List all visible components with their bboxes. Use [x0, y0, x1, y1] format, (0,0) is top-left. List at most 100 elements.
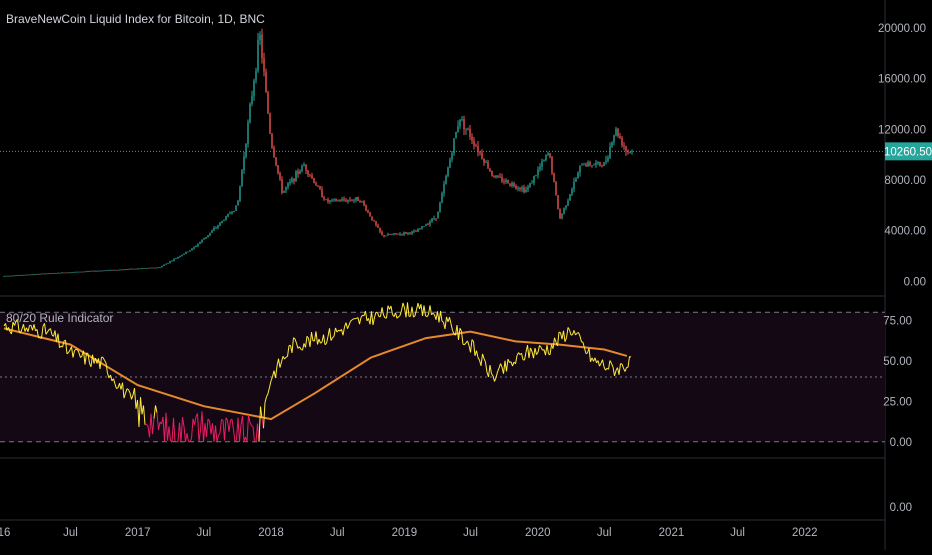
time-axis-label: 2022 [792, 527, 818, 539]
candle-body [291, 179, 292, 182]
candle-body [295, 171, 296, 181]
time-axis-label: 2018 [258, 527, 284, 539]
candle-body [317, 186, 318, 187]
price-tick-label: 20000.00 [878, 23, 926, 35]
candle-body [351, 200, 352, 201]
candle-body [353, 200, 354, 201]
candle-body [409, 232, 410, 233]
candle-body [143, 268, 144, 269]
empty-pane-scale[interactable]: 0.00 [890, 502, 912, 514]
candle-body [59, 273, 60, 274]
candle-body [461, 119, 462, 120]
candle-body [247, 122, 248, 144]
candle-body [559, 209, 560, 218]
time-axis-label: Jul [463, 527, 478, 539]
candle-body [471, 137, 472, 141]
candle-body [21, 275, 22, 276]
candle-body [509, 184, 510, 186]
candle-body [93, 271, 94, 272]
candle-body [45, 274, 46, 275]
candle-body [485, 162, 486, 163]
candle-body [27, 275, 28, 276]
candle-body [47, 273, 48, 274]
candle-body [489, 168, 490, 171]
candle-body [269, 113, 270, 133]
candle-body [165, 264, 166, 265]
candle-body [479, 152, 480, 153]
candle-body [149, 268, 150, 269]
indicator-tick-label: 50.00 [883, 356, 912, 368]
candle-body [127, 269, 128, 270]
candle-body [431, 218, 432, 221]
candle-body [5, 276, 6, 277]
time-axis-label: 16 [0, 527, 10, 539]
candle-body [217, 226, 218, 228]
candle-body [343, 199, 344, 200]
indicator-segment [559, 332, 561, 333]
candle-body [157, 267, 158, 268]
candle-body [203, 238, 204, 239]
candle-body [319, 186, 320, 189]
candle-body [7, 276, 8, 277]
candle-body [517, 188, 518, 189]
candle-body [359, 201, 360, 202]
candle-body [459, 119, 460, 126]
candle-body [419, 229, 420, 230]
candle-body [585, 165, 586, 166]
candle-body [337, 200, 338, 201]
candle-body [425, 224, 426, 226]
candle-body [391, 234, 392, 235]
candle-body [385, 236, 386, 237]
time-axis-label: Jul [330, 527, 345, 539]
candle-body [449, 159, 450, 167]
candle-body [151, 268, 152, 269]
candle-body [617, 129, 618, 136]
candle-body [579, 165, 580, 172]
price-tick-label: 4000.00 [884, 226, 926, 238]
candle-body [503, 182, 504, 183]
candle-body [623, 145, 624, 146]
candle-body [505, 180, 506, 182]
candle-body [111, 270, 112, 271]
candle-body [71, 272, 72, 273]
candle-body [325, 199, 326, 200]
candle-body [577, 173, 578, 179]
candle-body [609, 147, 610, 158]
candle-body [569, 194, 570, 200]
candle-body [297, 171, 298, 174]
candle-body [487, 162, 488, 168]
candle-body [273, 148, 274, 158]
candle-body [67, 272, 68, 273]
candle-body [285, 187, 286, 190]
candle-body [13, 275, 14, 276]
candle-body [123, 269, 124, 270]
candle-body [139, 268, 140, 269]
candle-body [473, 141, 474, 146]
candle-body [571, 189, 572, 194]
candle-body [511, 183, 512, 186]
candle-body [475, 146, 476, 147]
candle-body [171, 261, 172, 262]
candle-body [389, 234, 390, 235]
candle-body [495, 176, 496, 177]
indicator-band-fill [0, 312, 885, 442]
candle-body [299, 171, 300, 174]
candle-body [219, 223, 220, 226]
candle-body [541, 161, 542, 167]
candle-body [155, 268, 156, 269]
candle-body [307, 171, 308, 175]
candle-body [501, 177, 502, 181]
candle-body [89, 271, 90, 272]
candle-body [117, 270, 118, 271]
candle-body [603, 162, 604, 166]
candle-body [211, 231, 212, 233]
candle-body [379, 228, 380, 232]
candle-body [393, 233, 394, 234]
time-axis-label: Jul [597, 527, 612, 539]
indicator-title: 80/20 Rule Indicator [6, 311, 113, 325]
candle-body [135, 269, 136, 270]
candle-body [369, 212, 370, 216]
